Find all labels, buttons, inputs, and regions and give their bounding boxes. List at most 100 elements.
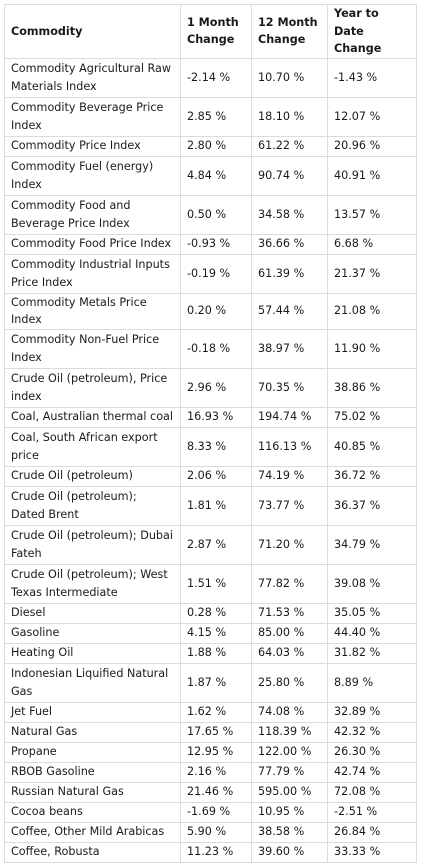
ytd-change-cell: 40.91 % [327,155,417,196]
one-month-change-cell: 16.93 % [180,406,252,428]
table-row: Gasoline 4.15 % 85.00 % 44.40 % [4,622,417,644]
one-month-change-cell: 12.95 % [180,741,252,763]
commodity-name-cell: Commodity Price Index [4,135,181,157]
ytd-change-cell: -1.43 % [327,57,417,98]
table-header-row: Commodity 1 Month Change 12 Month Change… [4,4,417,59]
twelve-month-change-cell: 77.79 % [251,761,328,783]
twelve-month-change-cell: 38.58 % [251,821,328,843]
commodity-name-cell: Crude Oil (petroleum); Dubai Fateh [4,524,181,565]
ytd-change-cell: 36.37 % [327,485,417,526]
commodity-name-cell: Coal, Australian thermal coal [4,406,181,428]
twelve-month-change-cell: 36.66 % [251,233,328,255]
twelve-month-change-cell: 34.58 % [251,194,328,235]
commodity-name-cell: Coffee, Robusta [4,841,181,863]
commodity-name-cell: Commodity Beverage Price Index [4,96,181,137]
one-month-change-cell: 1.51 % [180,563,252,604]
one-month-change-cell: 1.88 % [180,642,252,664]
ytd-change-cell: 6.68 % [327,233,417,255]
twelve-month-change-cell: 70.35 % [251,367,328,408]
one-month-change-cell: 11.23 % [180,841,252,863]
commodity-name-cell: Commodity Food and Beverage Price Index [4,194,181,235]
table-row: Diesel 0.28 % 71.53 % 35.05 % [4,602,417,624]
one-month-change-cell: 2.85 % [180,96,252,137]
twelve-month-change-cell: 595.00 % [251,781,328,803]
twelve-month-change-cell: 25.80 % [251,662,328,703]
ytd-change-cell: 44.40 % [327,622,417,644]
commodity-name-cell: Commodity Metals Price Index [4,292,181,330]
twelve-month-change-cell: 10.70 % [251,57,328,98]
commodity-name-cell: Commodity Agricultural Raw Materials Ind… [4,57,181,98]
ytd-change-cell: 32.89 % [327,701,417,723]
header-year-to-date-change: Year to Date Change [327,4,417,59]
commodity-name-cell: Indonesian Liquified Natural Gas [4,662,181,703]
ytd-change-cell: 36.72 % [327,465,417,487]
twelve-month-change-cell: 57.44 % [251,292,328,330]
ytd-change-cell: 12.07 % [327,96,417,137]
table-row: Propane 12.95 % 122.00 % 26.30 % [4,741,417,763]
table-row: Indonesian Liquified Natural Gas 1.87 % … [4,662,417,703]
twelve-month-change-cell: 71.20 % [251,524,328,565]
commodity-name-cell: Diesel [4,602,181,624]
commodity-price-change-table: Commodity 1 Month Change 12 Month Change… [4,4,417,863]
table-row: Coffee, Robusta 11.23 % 39.60 % 33.33 % [4,841,417,863]
header-12-month-change: 12 Month Change [251,4,328,59]
table-row: Commodity Food Price Index -0.93 % 36.66… [4,233,417,255]
ytd-change-cell: 42.32 % [327,721,417,743]
ytd-change-cell: -2.51 % [327,801,417,823]
one-month-change-cell: -0.19 % [180,253,252,294]
twelve-month-change-cell: 122.00 % [251,741,328,763]
table-row: Commodity Metals Price Index 0.20 % 57.4… [4,292,417,330]
twelve-month-change-cell: 73.77 % [251,485,328,526]
one-month-change-cell: -0.93 % [180,233,252,255]
one-month-change-cell: 0.20 % [180,292,252,330]
commodity-name-cell: Crude Oil (petroleum), Price index [4,367,181,408]
ytd-change-cell: 21.08 % [327,292,417,330]
twelve-month-change-cell: 194.74 % [251,406,328,428]
one-month-change-cell: -1.69 % [180,801,252,823]
commodity-name-cell: Coffee, Other Mild Arabicas [4,821,181,843]
one-month-change-cell: 5.90 % [180,821,252,843]
table-row: Coal, Australian thermal coal 16.93 % 19… [4,406,417,428]
commodity-name-cell: Natural Gas [4,721,181,743]
commodity-name-cell: Coal, South African export price [4,426,181,467]
one-month-change-cell: 2.06 % [180,465,252,487]
twelve-month-change-cell: 118.39 % [251,721,328,743]
table-row: Commodity Non-Fuel Price Index -0.18 % 3… [4,328,417,369]
table-row: Commodity Fuel (energy) Index 4.84 % 90.… [4,155,417,196]
one-month-change-cell: 4.84 % [180,155,252,196]
commodity-table-container: Commodity 1 Month Change 12 Month Change… [4,4,417,863]
ytd-change-cell: 31.82 % [327,642,417,664]
ytd-change-cell: 8.89 % [327,662,417,703]
ytd-change-cell: 33.33 % [327,841,417,863]
ytd-change-cell: 20.96 % [327,135,417,157]
twelve-month-change-cell: 74.08 % [251,701,328,723]
commodity-name-cell: Heating Oil [4,642,181,664]
one-month-change-cell: 2.87 % [180,524,252,565]
commodity-name-cell: Jet Fuel [4,701,181,723]
commodity-name-cell: Commodity Food Price Index [4,233,181,255]
twelve-month-change-cell: 85.00 % [251,622,328,644]
table-row: Commodity Food and Beverage Price Index … [4,194,417,235]
table-row: Natural Gas 17.65 % 118.39 % 42.32 % [4,721,417,743]
table-row: Crude Oil (petroleum); Dubai Fateh 2.87 … [4,524,417,565]
ytd-change-cell: 13.57 % [327,194,417,235]
ytd-change-cell: 11.90 % [327,328,417,369]
commodity-name-cell: Crude Oil (petroleum); West Texas Interm… [4,563,181,604]
ytd-change-cell: 72.08 % [327,781,417,803]
table-row: Commodity Beverage Price Index 2.85 % 18… [4,96,417,137]
commodity-name-cell: Gasoline [4,622,181,644]
header-1-month-change: 1 Month Change [180,4,252,59]
header-commodity: Commodity [4,4,181,59]
ytd-change-cell: 26.30 % [327,741,417,763]
one-month-change-cell: 0.28 % [180,602,252,624]
one-month-change-cell: 21.46 % [180,781,252,803]
one-month-change-cell: 2.80 % [180,135,252,157]
one-month-change-cell: 4.15 % [180,622,252,644]
table-row: Crude Oil (petroleum), Price index 2.96 … [4,367,417,408]
one-month-change-cell: 1.87 % [180,662,252,703]
table-row: Russian Natural Gas 21.46 % 595.00 % 72.… [4,781,417,803]
table-row: Commodity Industrial Inputs Price Index … [4,253,417,294]
table-row: Commodity Price Index 2.80 % 61.22 % 20.… [4,135,417,157]
table-row: Crude Oil (petroleum); West Texas Interm… [4,563,417,604]
table-row: Coal, South African export price 8.33 % … [4,426,417,467]
